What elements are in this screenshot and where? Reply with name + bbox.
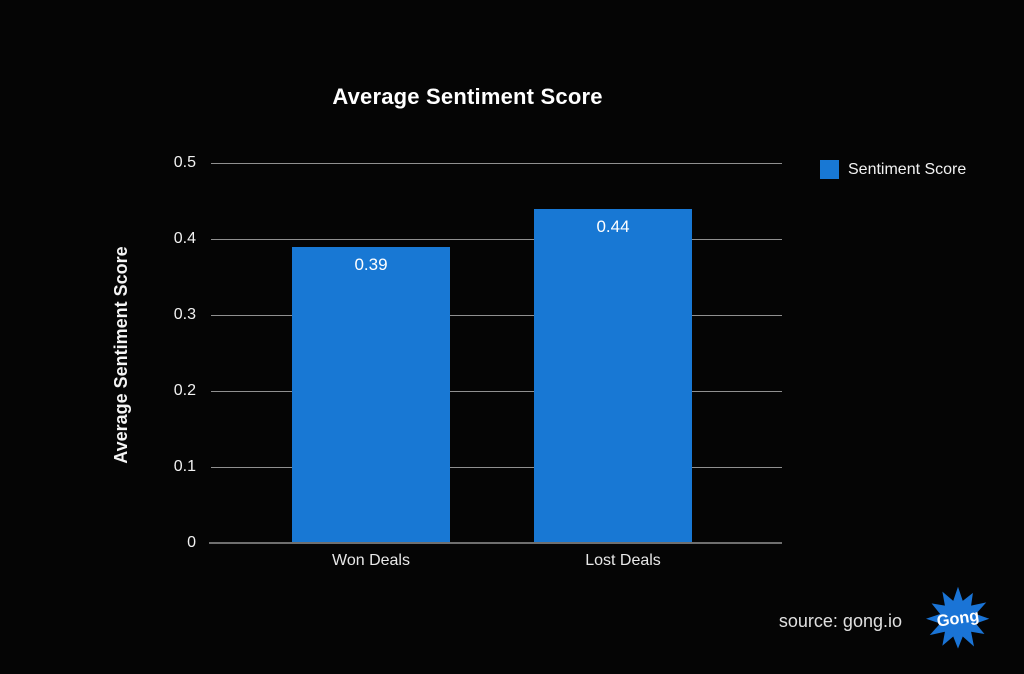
bar-value-label: 0.44 <box>596 216 630 236</box>
legend-label: Sentiment Score <box>848 161 967 178</box>
gridline <box>211 391 782 392</box>
bar-lost-deals <box>534 208 692 543</box>
y-tick-label: 0.3 <box>173 306 196 323</box>
source-attribution: source: gong.io <box>778 611 902 631</box>
y-tick-label: 0.2 <box>173 382 196 399</box>
gridline <box>211 467 782 468</box>
gong-logo-text: Gong <box>936 607 981 631</box>
gong-starburst-icon <box>926 586 990 649</box>
y-axis-title: Average Sentiment Score <box>111 246 131 464</box>
bar-won-deals <box>292 246 450 543</box>
gridline <box>211 315 782 316</box>
legend-swatch-icon <box>820 160 839 179</box>
chart-title: Average Sentiment Score <box>332 84 603 109</box>
gong-logo: Gong <box>926 586 990 649</box>
y-tick-label: 0.4 <box>173 230 196 247</box>
x-tick-label: Won Deals <box>332 552 410 569</box>
y-tick-label: 0 <box>187 534 196 551</box>
bar-value-label: 0.39 <box>354 254 388 274</box>
x-axis-line <box>209 542 782 544</box>
gridline <box>211 239 782 240</box>
gridline <box>211 163 782 164</box>
legend: Sentiment Score <box>820 160 966 179</box>
y-tick-label: 0.1 <box>173 458 196 475</box>
y-tick-label: 0.5 <box>173 154 196 171</box>
x-tick-label: Lost Deals <box>585 552 661 569</box>
